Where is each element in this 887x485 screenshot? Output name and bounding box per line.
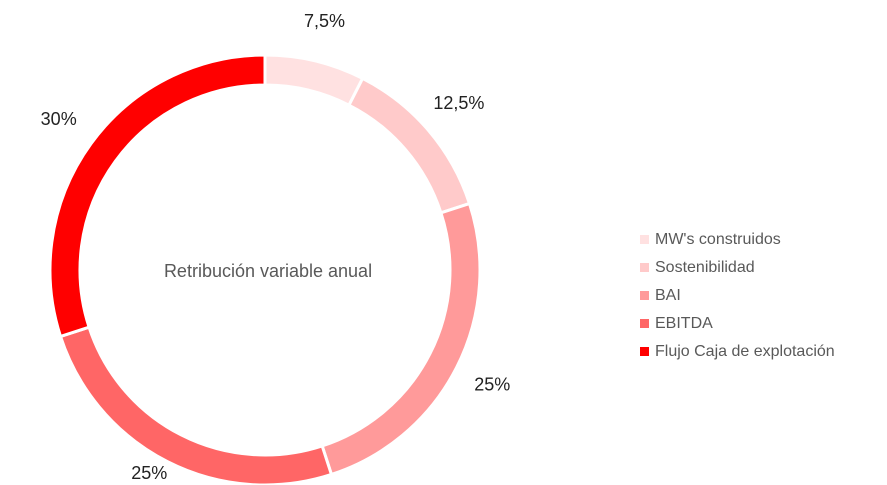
legend-label: Flujo Caja de explotación [655, 343, 835, 360]
legend-swatch [640, 319, 649, 328]
legend-swatch [640, 263, 649, 272]
donut-slice [263, 53, 365, 108]
data-label: 7,5% [304, 11, 345, 31]
legend-swatch [640, 347, 649, 356]
data-label: 25% [131, 463, 167, 483]
donut-slice [58, 325, 334, 485]
center-label: Retribución variable anual [164, 261, 372, 281]
legend-label: BAI [655, 287, 681, 304]
donut-slice [48, 53, 267, 339]
data-label: 30% [41, 109, 77, 129]
legend-label: EBITDA [655, 315, 713, 332]
data-label: 12,5% [433, 93, 484, 113]
legend-swatch [640, 235, 649, 244]
donut-slice [320, 201, 482, 477]
legend-label: MW's construidos [655, 231, 781, 248]
legend-swatch [640, 291, 649, 300]
data-label: 25% [474, 375, 510, 395]
legend-label: Sostenibilidad [655, 259, 755, 276]
